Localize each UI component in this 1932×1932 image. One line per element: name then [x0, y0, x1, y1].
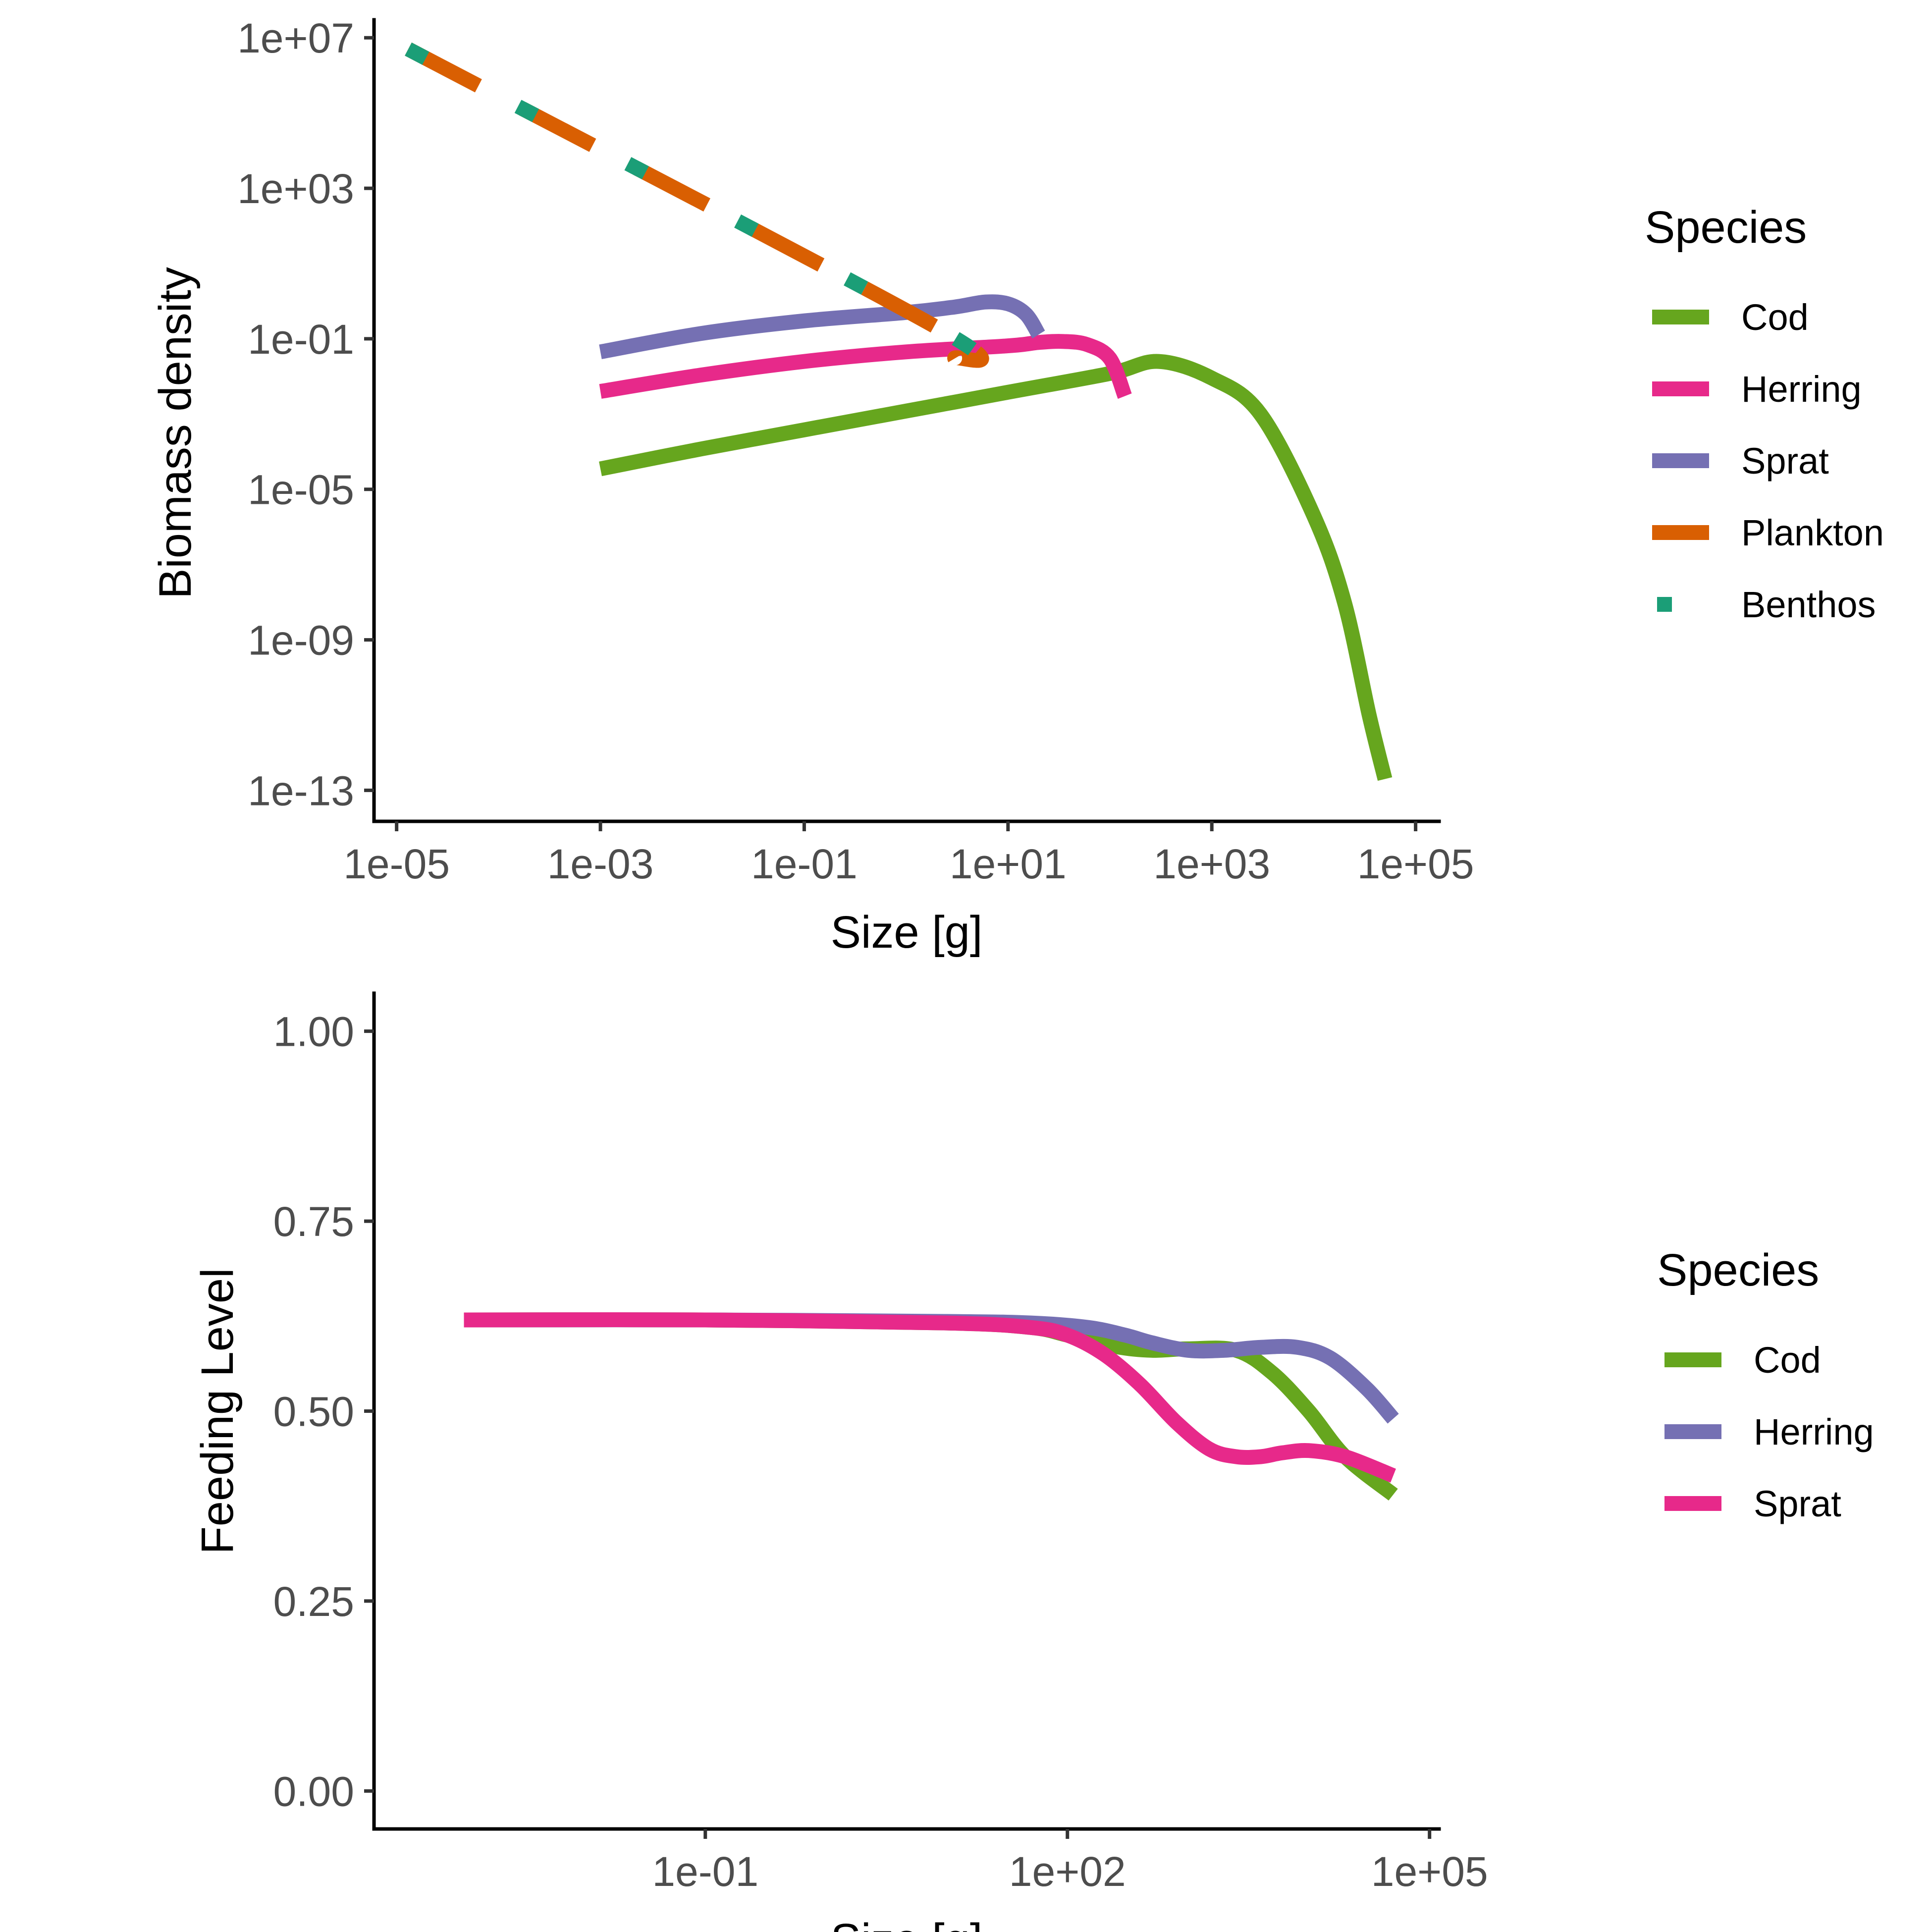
x-tick-label: 1e+05 — [1371, 1848, 1488, 1895]
legend-label-herring: Herring — [1754, 1411, 1874, 1452]
y-tick-label: 0.75 — [273, 1198, 355, 1245]
legend-label-herring: Herring — [1741, 369, 1862, 410]
x-tick-label: 1e-03 — [547, 841, 654, 887]
x-tick-label: 1e-01 — [751, 841, 858, 887]
y-tick-label: 1e-05 — [248, 467, 354, 513]
y-tick-label: 1.00 — [273, 1009, 355, 1055]
x-tick-label: 1e-05 — [343, 841, 450, 887]
x-tick-label: 1e-01 — [652, 1848, 758, 1895]
y-tick-label: 1e-13 — [248, 767, 354, 814]
series-line-cod — [599, 354, 1393, 781]
y-tick-label: 1e+03 — [237, 165, 354, 212]
y-axis-title: Biomass density — [150, 267, 201, 599]
legend-label-plankton: Plankton — [1741, 512, 1884, 553]
series-line-herring — [464, 1312, 1399, 1424]
series-line-benthos — [405, 42, 989, 368]
legend-label-cod: Cod — [1754, 1340, 1821, 1381]
y-tick-label: 1e+07 — [237, 15, 354, 61]
series-line-plankton — [405, 42, 989, 368]
x-tick-label: 1e+02 — [1009, 1848, 1126, 1895]
y-axis-title: Feeding Level — [192, 1268, 243, 1555]
x-tick-label: 1e+01 — [950, 841, 1067, 887]
x-axis-title: Size [g] — [831, 1915, 983, 1932]
x-axis-title: Size [g] — [831, 907, 983, 958]
legend-label-sprat: Sprat — [1754, 1483, 1841, 1524]
y-tick-label: 1e-09 — [248, 617, 354, 664]
y-tick-label: 0.50 — [273, 1389, 355, 1435]
y-tick-label: 1e-01 — [248, 316, 354, 363]
series-line-sprat — [464, 1312, 1396, 1483]
x-tick-label: 1e+03 — [1153, 841, 1270, 887]
legend: Species Cod Herring Sprat Plankton Benthos — [1645, 202, 1884, 625]
legend-label-cod: Cod — [1741, 297, 1809, 338]
y-tick-label: 0.00 — [273, 1768, 355, 1815]
feeding-level-panel: 1e-01 1e+02 1e+05 0.00 0.25 0.50 0.75 1.00 Size … — [192, 991, 1874, 1932]
legend-label-sprat: Sprat — [1741, 440, 1829, 482]
legend: Species Cod Herring Sprat — [1657, 1245, 1874, 1524]
biomass-density-panel: 1e-05 1e-03 1e-01 1e+01 1e+03 1e+05 1e-13 1e-09… — [150, 15, 1884, 958]
legend-key-benthos — [1657, 597, 1672, 612]
x-tick-label: 1e+05 — [1357, 841, 1474, 887]
legend-title: Species — [1657, 1245, 1819, 1295]
legend-label-benthos: Benthos — [1741, 584, 1876, 625]
y-tick-label: 0.25 — [273, 1578, 355, 1625]
legend-title: Species — [1645, 202, 1807, 253]
